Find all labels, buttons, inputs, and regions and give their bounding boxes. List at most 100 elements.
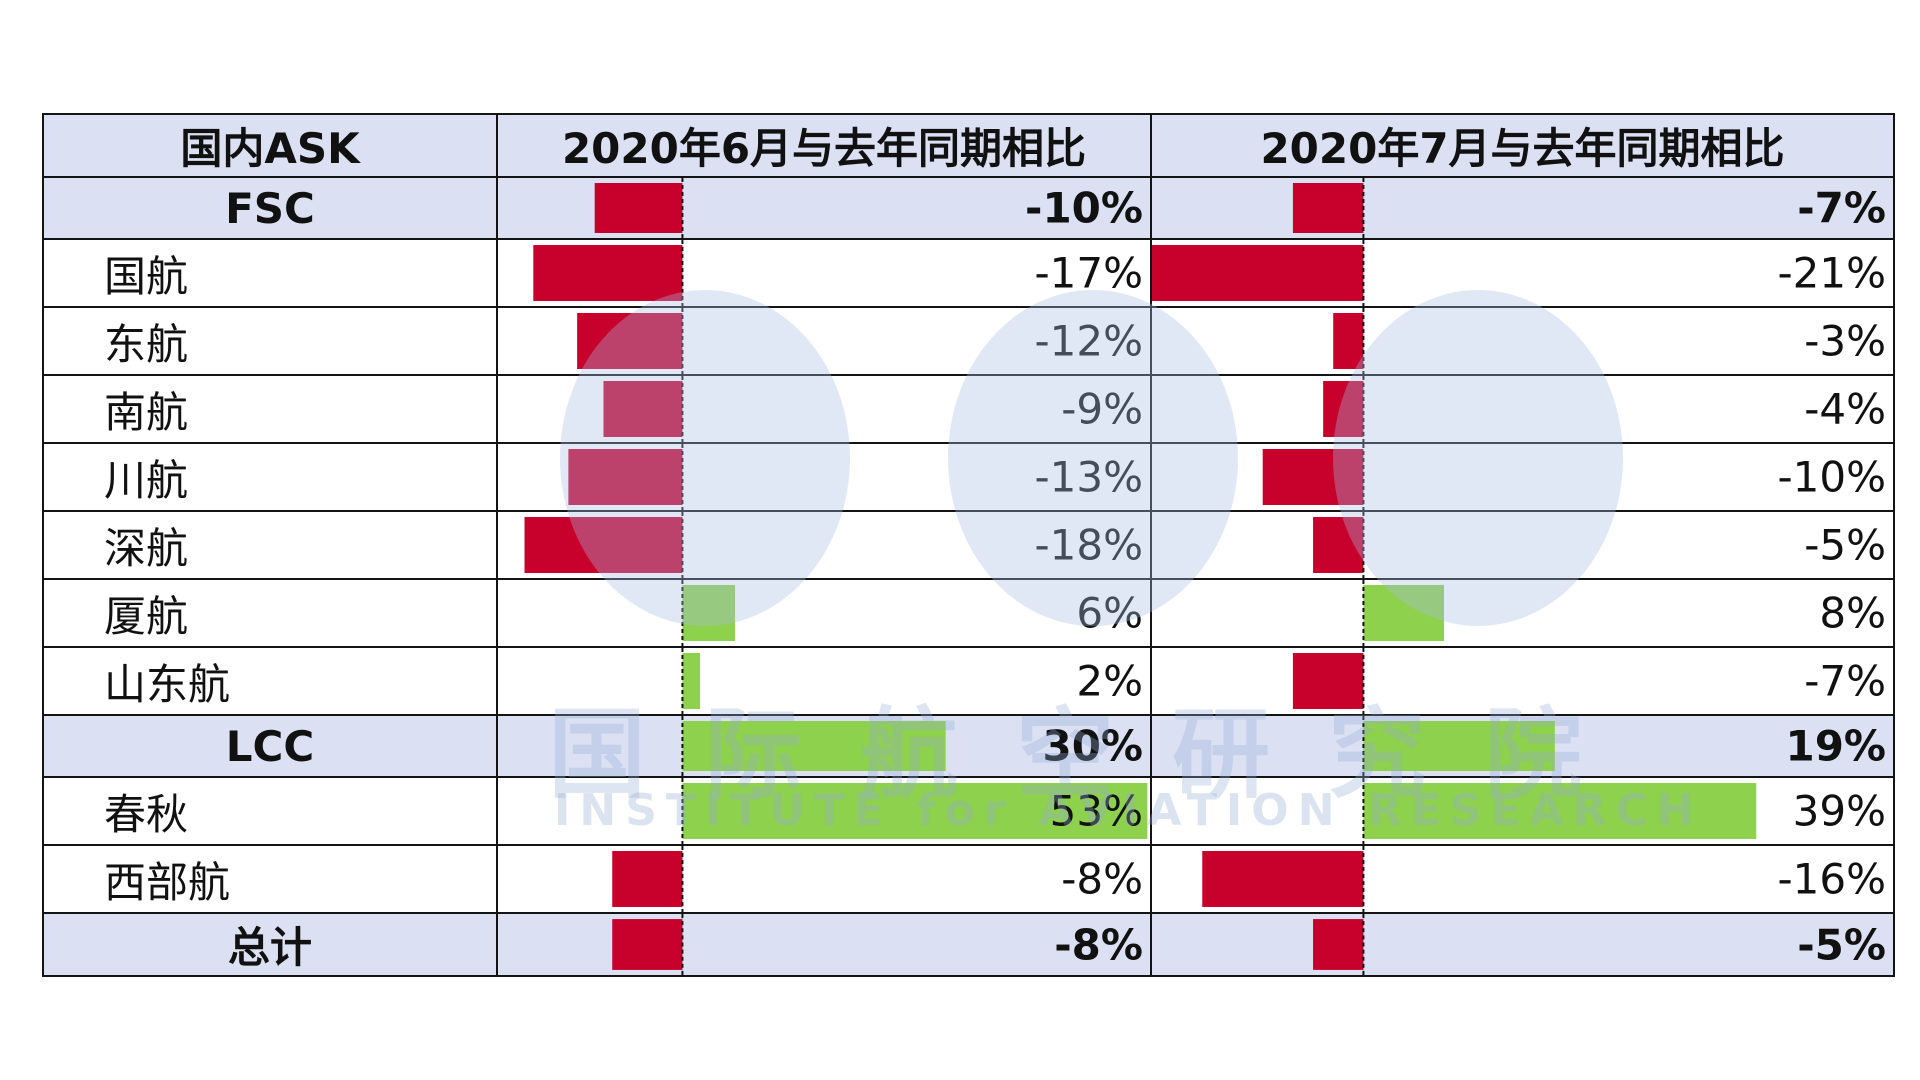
bar-jun-9 <box>682 783 1148 839</box>
bar-jun-7 <box>682 653 700 709</box>
row-label: 东航 <box>42 306 498 376</box>
cell-jun-4: -13% <box>496 442 1152 512</box>
cell-jun-0: -10% <box>496 176 1152 240</box>
table-row: 西部航 -8% -16% <box>42 844 1895 914</box>
bar-jul-10 <box>1202 851 1364 907</box>
bar-jul-1 <box>1153 245 1364 301</box>
bar-jun-10 <box>612 851 683 907</box>
value-jul-2: -3% <box>1804 316 1886 366</box>
bar-jul-6 <box>1363 585 1445 641</box>
bar-jul-3 <box>1323 381 1364 437</box>
row-label: 总计 <box>42 912 498 977</box>
bar-plot-jul-5 <box>1313 513 1365 577</box>
cell-jul-5: -5% <box>1150 510 1895 580</box>
bar-jun-2 <box>577 313 683 369</box>
value-jul-11: -5% <box>1797 920 1886 969</box>
bar-jun-5 <box>524 517 683 573</box>
table-row: 东航 -12% -3% <box>42 306 1895 376</box>
bar-plot-jun-4 <box>568 445 684 509</box>
bar-plot-jun-8 <box>681 717 946 775</box>
bar-jul-5 <box>1313 517 1364 573</box>
value-jul-5: -5% <box>1804 520 1886 570</box>
bar-plot-jul-6 <box>1362 581 1445 645</box>
table-row: 国航 -17% -21% <box>42 238 1895 308</box>
bar-jun-8 <box>682 721 946 771</box>
value-jun-5: -18% <box>1034 520 1143 570</box>
bar-jul-9 <box>1363 783 1757 839</box>
bar-plot-jul-3 <box>1323 377 1365 441</box>
cell-jun-9: 53% <box>496 776 1152 846</box>
value-jun-2: -12% <box>1034 316 1143 366</box>
cell-jul-7: -7% <box>1150 646 1895 716</box>
value-jun-11: -8% <box>1054 920 1143 969</box>
group-row: 总计 -8% -5% <box>42 912 1895 977</box>
row-label: 山东航 <box>42 646 498 716</box>
cell-jul-6: 8% <box>1150 578 1895 648</box>
value-jun-7: 2% <box>1076 656 1143 706</box>
bar-plot-jul-1 <box>1153 241 1365 305</box>
row-label: 川航 <box>42 442 498 512</box>
bar-plot-jul-10 <box>1202 847 1365 911</box>
value-jul-9: 39% <box>1792 786 1886 836</box>
value-jul-3: -4% <box>1804 384 1886 434</box>
value-jul-1: -21% <box>1777 248 1886 298</box>
bar-plot-jun-10 <box>612 847 684 911</box>
bar-plot-jul-8 <box>1362 717 1555 775</box>
value-jun-8: 30% <box>1042 721 1143 771</box>
cell-jun-2: -12% <box>496 306 1152 376</box>
cell-jun-3: -9% <box>496 374 1152 444</box>
ask-comparison-table: 国内ASK 2020年6月与去年同期相比 2020年7月与去年同期相比 FSC -… <box>42 113 1895 977</box>
bar-plot-jun-2 <box>577 309 684 373</box>
value-jul-0: -7% <box>1797 183 1886 233</box>
bar-jun-0 <box>594 183 683 233</box>
cell-jul-2: -3% <box>1150 306 1895 376</box>
row-label: FSC <box>42 176 498 240</box>
cell-jun-6: 6% <box>496 578 1152 648</box>
header-row: 国内ASK 2020年6月与去年同期相比 2020年7月与去年同期相比 <box>42 113 1895 178</box>
cell-jul-3: -4% <box>1150 374 1895 444</box>
bar-plot-jul-4 <box>1262 445 1365 509</box>
row-label: 西部航 <box>42 844 498 914</box>
cell-jul-8: 19% <box>1150 714 1895 778</box>
value-jul-6: 8% <box>1819 588 1886 638</box>
value-jul-10: -16% <box>1777 854 1886 904</box>
row-label: LCC <box>42 714 498 778</box>
bar-jun-11 <box>612 919 683 970</box>
row-label: 国航 <box>42 238 498 308</box>
bar-jun-4 <box>568 449 683 505</box>
value-jun-4: -13% <box>1034 452 1143 502</box>
header-july: 2020年7月与去年同期相比 <box>1150 113 1895 178</box>
value-jun-0: -10% <box>1025 183 1143 233</box>
bar-plot-jun-3 <box>603 377 684 441</box>
value-jun-3: -9% <box>1061 384 1143 434</box>
bar-plot-jun-6 <box>681 581 736 645</box>
cell-jul-4: -10% <box>1150 442 1895 512</box>
cell-jul-10: -16% <box>1150 844 1895 914</box>
cell-jun-10: -8% <box>496 844 1152 914</box>
cell-jun-5: -18% <box>496 510 1152 580</box>
row-label: 厦航 <box>42 578 498 648</box>
table-row: 春秋 53% 39% <box>42 776 1895 846</box>
bar-plot-jul-0 <box>1292 179 1365 237</box>
value-jul-7: -7% <box>1804 656 1886 706</box>
header-june: 2020年6月与去年同期相比 <box>496 113 1152 178</box>
row-label: 春秋 <box>42 776 498 846</box>
bar-jul-8 <box>1363 721 1555 771</box>
value-jun-6: 6% <box>1076 588 1143 638</box>
bar-jun-1 <box>533 245 683 301</box>
bar-jul-2 <box>1333 313 1364 369</box>
group-row: FSC -10% -7% <box>42 176 1895 240</box>
cell-jun-1: -17% <box>496 238 1152 308</box>
row-label: 深航 <box>42 510 498 580</box>
cell-jun-11: -8% <box>496 912 1152 977</box>
value-jul-8: 19% <box>1785 721 1886 771</box>
bar-plot-jun-11 <box>612 915 684 974</box>
bar-jun-6 <box>682 585 736 641</box>
bar-plot-jul-7 <box>1292 649 1365 713</box>
bar-plot-jul-9 <box>1362 779 1757 843</box>
bar-plot-jun-0 <box>594 179 684 237</box>
bar-jul-11 <box>1313 919 1364 970</box>
table-row: 厦航 6% 8% <box>42 578 1895 648</box>
cell-jul-1: -21% <box>1150 238 1895 308</box>
bar-plot-jun-5 <box>524 513 684 577</box>
